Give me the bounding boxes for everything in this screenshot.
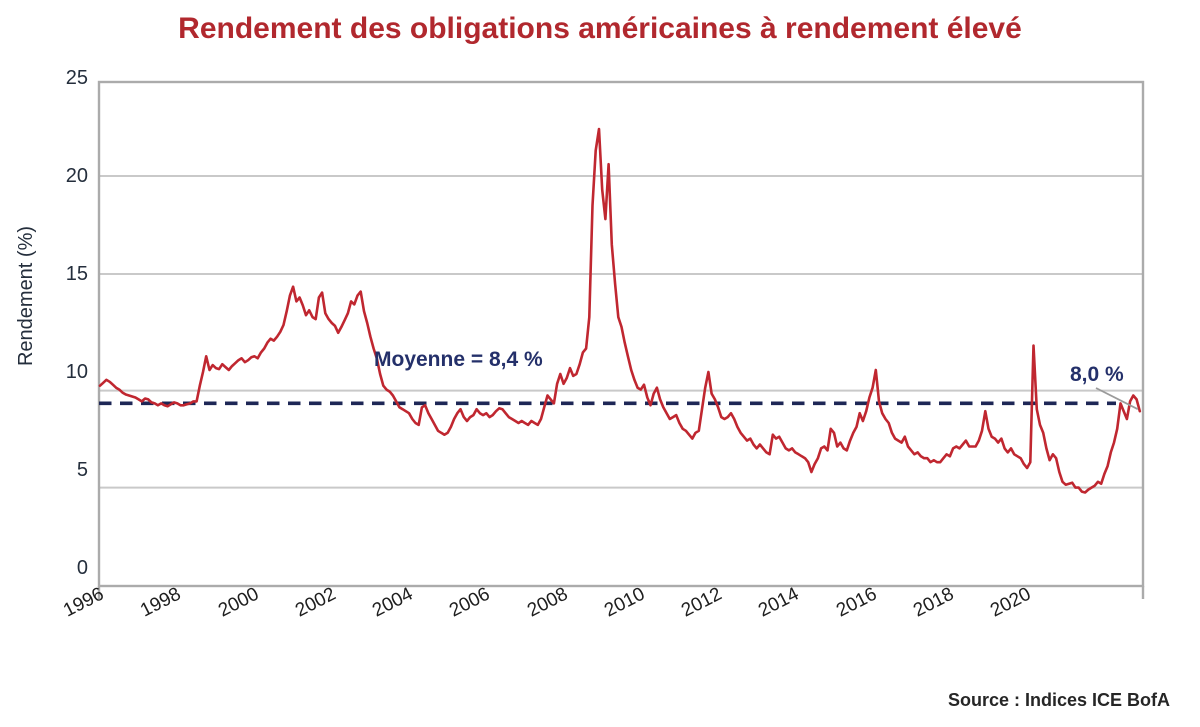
y-tick-label: 20	[65, 165, 88, 187]
y-tick-label: 5	[76, 459, 88, 481]
y-tick-label: 15	[65, 263, 88, 285]
last-value-annotation-label: 8,0 %	[1070, 363, 1124, 386]
y-tick-label: 25	[65, 67, 88, 89]
annotation-leader-line	[1095, 387, 1139, 411]
plot-border	[97, 80, 1145, 588]
mean-annotation-label: Moyenne = 8,4 %	[374, 348, 543, 371]
yield-line-series	[98, 127, 1142, 494]
source-caption: Source : Indices ICE BofA	[947, 690, 1170, 710]
y-tick-label: 10	[65, 361, 88, 383]
chart-title: Rendement des obligations américaines à …	[178, 12, 1022, 45]
y-tick-label: 0	[76, 557, 88, 579]
